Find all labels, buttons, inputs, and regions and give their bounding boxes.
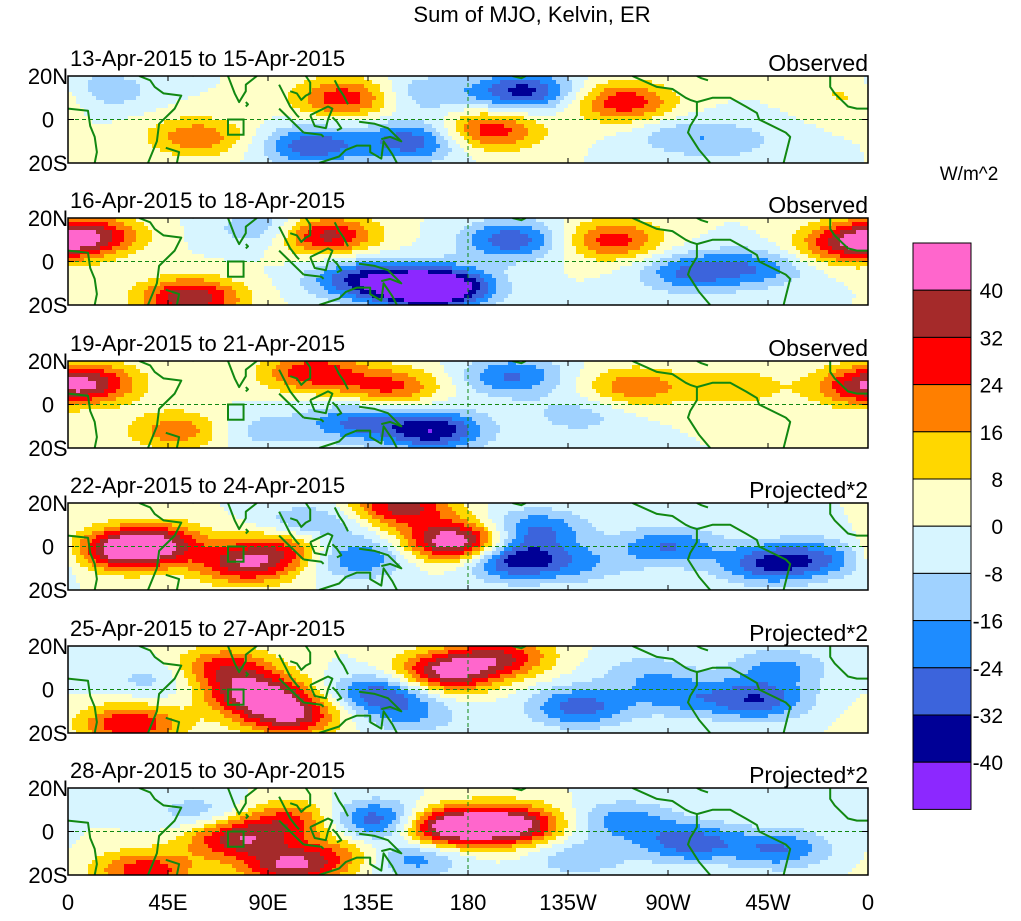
lon-tick-label: 135E <box>342 890 393 915</box>
panel-kind-label: Observed <box>768 335 868 361</box>
colorbar-units: W/m^2 <box>940 164 999 185</box>
coastlines <box>68 361 868 448</box>
lon-tick-label: 0 <box>862 890 874 915</box>
colorbar-swatch <box>912 761 972 810</box>
colorbar-swatch <box>912 478 972 527</box>
lon-tick-label: 180 <box>450 890 487 915</box>
x-axis: 0 45E 90E 135E 180 135W 90W 45W 0 <box>62 890 874 915</box>
colorbar: W/m^2 40 32 24 16 8 0 -8 -16 -24 -32 -40 <box>912 164 1004 810</box>
index-box <box>227 545 245 563</box>
colorbar-level-label: 0 <box>991 516 1003 539</box>
coastlines <box>68 788 868 875</box>
colorbar-level-label: 8 <box>991 469 1003 492</box>
panel-2: 20N 0 20S 16-Apr-2015 to 18-Apr-2015 Observe… <box>28 188 869 318</box>
colorbar-level-label: 32 <box>980 327 1003 350</box>
coastlines <box>68 218 868 305</box>
lat-tick-label: 0 <box>42 250 54 275</box>
panels: 20N 0 20S 13-Apr-2015 to 15-Apr-2015 Observe… <box>28 46 869 888</box>
lon-tick-label: 45E <box>148 890 187 915</box>
lat-tick-label: 20N <box>28 206 68 231</box>
colorbar-level-label: 24 <box>980 375 1004 398</box>
colorbar-level-label: -32 <box>973 705 1003 728</box>
coastlines <box>68 646 868 733</box>
colorbar-level-label: -24 <box>973 658 1004 681</box>
lat-tick-label: 0 <box>42 535 54 560</box>
panel-kind-label: Observed <box>768 192 868 218</box>
index-box <box>227 260 245 278</box>
lon-tick-label: 135W <box>539 890 597 915</box>
heatmap-field <box>68 646 868 733</box>
colorbar-level-label: 40 <box>980 280 1003 303</box>
panel-period-label: 13-Apr-2015 to 15-Apr-2015 <box>70 46 345 71</box>
panel-1: 20N 0 20S 13-Apr-2015 to 15-Apr-2015 Observe… <box>28 46 869 176</box>
colorbar-swatch <box>912 384 972 433</box>
colorbar-swatch <box>912 336 972 386</box>
lat-tick-label: 20N <box>28 634 68 659</box>
panel-period-label: 28-Apr-2015 to 30-Apr-2015 <box>70 758 345 783</box>
lat-tick-label: 20S <box>28 151 67 176</box>
colorbar-swatch <box>912 667 972 716</box>
panel-6: 20N 0 20S 28-Apr-2015 to 30-Apr-2015 Project… <box>28 758 869 888</box>
lat-tick-label: 0 <box>42 108 54 133</box>
lat-tick-label: 20N <box>28 64 68 89</box>
coastlines <box>68 503 868 590</box>
lat-tick-label: 20S <box>28 436 67 461</box>
panel-period-label: 19-Apr-2015 to 21-Apr-2015 <box>70 331 345 356</box>
lat-tick-label: 0 <box>42 678 54 703</box>
panel-5: 20N 0 20S 25-Apr-2015 to 27-Apr-2015 Project… <box>28 616 869 746</box>
heatmap-field <box>68 218 868 305</box>
colorbar-swatch <box>912 572 972 622</box>
index-box <box>227 688 245 706</box>
colorbar-level-label: -16 <box>973 611 1003 634</box>
panel-period-label: 25-Apr-2015 to 27-Apr-2015 <box>70 616 345 641</box>
colorbar-swatch <box>912 289 972 338</box>
index-box <box>227 830 245 848</box>
panel-kind-label: Projected*2 <box>749 620 868 646</box>
heatmap-field <box>68 76 868 163</box>
coastlines <box>68 76 868 163</box>
colorbar-level-label: -8 <box>984 563 1003 586</box>
colorbar-swatch <box>912 431 972 480</box>
lat-tick-label: 20N <box>28 776 68 801</box>
lat-tick-label: 20N <box>28 491 68 516</box>
panel-period-label: 22-Apr-2015 to 24-Apr-2015 <box>70 473 345 498</box>
index-box <box>227 403 245 421</box>
lat-tick-label: 20N <box>28 349 68 374</box>
colorbar-swatch <box>912 242 972 291</box>
colorbar-level-label: 16 <box>980 422 1003 445</box>
lon-tick-label: 45W <box>745 890 790 915</box>
panel-kind-label: Projected*2 <box>749 762 868 788</box>
chart-title: Sum of MJO, Kelvin, ER <box>413 2 650 27</box>
lon-tick-label: 90W <box>645 890 690 915</box>
index-box <box>227 118 245 136</box>
colorbar-level-label: -40 <box>973 752 1003 775</box>
lon-tick-label: 0 <box>62 890 74 915</box>
panel-kind-label: Observed <box>768 50 868 76</box>
panel-4: 20N 0 20S 22-Apr-2015 to 24-Apr-2015 Project… <box>28 473 869 603</box>
panel-period-label: 16-Apr-2015 to 18-Apr-2015 <box>70 188 345 213</box>
panel-3: 20N 0 20S 19-Apr-2015 to 21-Apr-2015 Observe… <box>28 331 869 461</box>
lat-tick-label: 0 <box>42 820 54 845</box>
colorbar-swatch <box>912 620 972 669</box>
lat-tick-label: 20S <box>28 863 67 888</box>
colorbar-swatch <box>912 525 972 574</box>
lat-tick-label: 20S <box>28 293 67 318</box>
heatmap-field <box>68 361 868 448</box>
colorbar-swatch <box>912 714 972 763</box>
lat-tick-label: 20S <box>28 721 67 746</box>
lat-tick-label: 0 <box>42 393 54 418</box>
lat-tick-label: 20S <box>28 578 67 603</box>
panel-kind-label: Projected*2 <box>749 477 868 503</box>
lon-tick-label: 90E <box>248 890 287 915</box>
